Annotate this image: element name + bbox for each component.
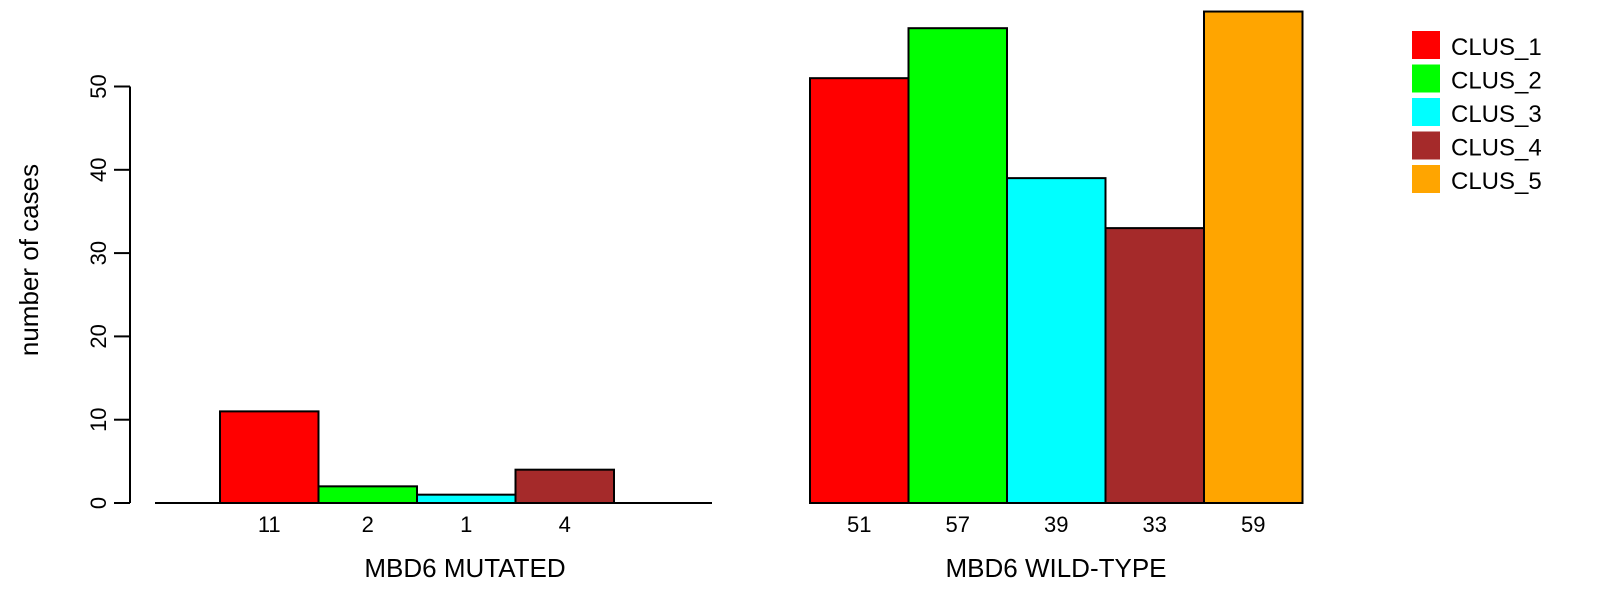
- legend-label: CLUS_1: [1451, 34, 1542, 61]
- legend: CLUS_1 CLUS_2 CLUS_3 CLUS_4 CLUS_5: [1412, 31, 1542, 195]
- legend-swatch: [1412, 64, 1440, 93]
- bar-value-label: 51: [847, 512, 871, 537]
- bar: [416, 493, 517, 505]
- bar-group: 51 57 39 33 59 MBD6 WILD-TYPE: [809, 10, 1304, 583]
- y-tick-label: 10: [86, 407, 111, 431]
- y-tick-label: 40: [86, 158, 111, 182]
- bar-value-label: 2: [362, 512, 374, 537]
- bar: [514, 468, 615, 504]
- y-tick-label: 30: [86, 241, 111, 265]
- bar-value-label: 11: [258, 512, 281, 537]
- bar-groups: 11 2 1 4 MBD6 MUTATED 51 57 39 33 59 MBD6 WILD-TYP…: [155, 10, 1304, 583]
- bar: [1104, 227, 1205, 505]
- y-tick-label: 20: [86, 324, 111, 348]
- bar: [1203, 10, 1304, 505]
- legend-swatch: [1412, 131, 1440, 160]
- bar: [219, 410, 320, 504]
- legend-label: CLUS_5: [1451, 168, 1542, 195]
- legend-label: CLUS_2: [1451, 68, 1542, 95]
- bar-value-label: 59: [1241, 512, 1265, 537]
- bar-value-label: 4: [559, 512, 571, 537]
- bar: [809, 77, 910, 504]
- y-tick-label: 50: [86, 74, 111, 98]
- y-tick-label: 0: [86, 497, 111, 509]
- bar: [907, 27, 1008, 504]
- bar-group: 11 2 1 4 MBD6 MUTATED: [155, 410, 712, 583]
- bar: [1006, 177, 1107, 504]
- legend-swatch: [1412, 165, 1440, 193]
- x-group-label: MBD6 MUTATED: [364, 553, 565, 583]
- x-group-label: MBD6 WILD-TYPE: [945, 553, 1166, 583]
- y-axis: 0 10 20 30 40 50: [86, 74, 131, 509]
- legend-label: CLUS_3: [1451, 101, 1542, 128]
- bar-value-label: 1: [460, 512, 472, 537]
- bar-value-label: 39: [1044, 512, 1068, 537]
- legend-label: CLUS_4: [1451, 135, 1542, 162]
- legend-swatch: [1412, 98, 1440, 126]
- bar: [317, 485, 418, 504]
- bar-value-label: 33: [1143, 512, 1167, 537]
- legend-swatch: [1412, 31, 1440, 59]
- bar-value-label: 57: [946, 512, 970, 537]
- y-axis-title: number of cases: [14, 164, 44, 356]
